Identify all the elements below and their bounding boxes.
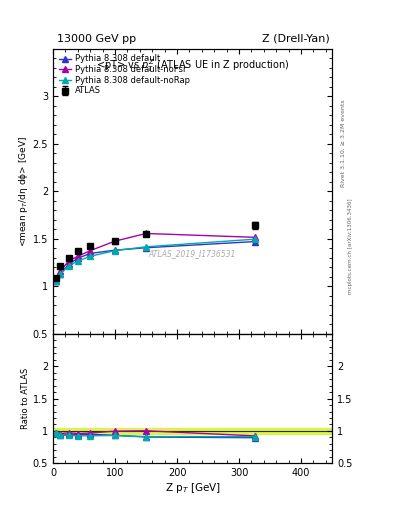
Pythia 8.308 default — [88, 250, 93, 257]
Text: mcplots.cern.ch [arXiv:1306.3436]: mcplots.cern.ch [arXiv:1306.3436] — [348, 198, 353, 293]
Pythia 8.308 default — [252, 239, 257, 245]
Pythia 8.308 default-noRap — [75, 258, 80, 264]
Pythia 8.308 default-noFsr — [54, 278, 59, 284]
Pythia 8.308 default — [75, 255, 80, 261]
Pythia 8.308 default-noFsr — [88, 247, 93, 253]
Pythia 8.308 default — [113, 247, 118, 253]
Pythia 8.308 default — [66, 261, 71, 267]
Pythia 8.308 default — [54, 278, 59, 284]
Pythia 8.308 default-noFsr — [113, 238, 118, 244]
X-axis label: Z p$_T$ [GeV]: Z p$_T$ [GeV] — [165, 481, 220, 495]
Y-axis label: Ratio to ATLAS: Ratio to ATLAS — [21, 368, 30, 429]
Pythia 8.308 default-noRap — [66, 263, 71, 269]
Pythia 8.308 default-noFsr — [58, 268, 63, 274]
Pythia 8.308 default-noFsr — [252, 234, 257, 240]
Bar — [53, 428, 332, 434]
Pythia 8.308 default-noRap — [113, 247, 118, 253]
Pythia 8.308 default-noRap — [58, 271, 63, 277]
Pythia 8.308 default — [58, 271, 63, 277]
Pythia 8.308 default-noRap — [144, 244, 149, 250]
Pythia 8.308 default-noFsr — [75, 253, 80, 260]
Line: Pythia 8.308 default: Pythia 8.308 default — [53, 239, 257, 283]
Y-axis label: <mean p$_T$/dη dϕ> [GeV]: <mean p$_T$/dη dϕ> [GeV] — [17, 136, 30, 247]
Pythia 8.308 default-noRap — [88, 253, 93, 260]
Pythia 8.308 default-noRap — [54, 278, 59, 284]
Text: <pT> vs $p_T^Z$ (ATLAS UE in Z production): <pT> vs $p_T^Z$ (ATLAS UE in Z productio… — [95, 57, 290, 74]
Legend: Pythia 8.308 default, Pythia 8.308 default-noFsr, Pythia 8.308 default-noRap, AT: Pythia 8.308 default, Pythia 8.308 defau… — [57, 53, 191, 97]
Pythia 8.308 default-noFsr — [66, 258, 71, 264]
Pythia 8.308 default-noRap — [252, 236, 257, 242]
Text: Rivet 3.1.10, ≥ 3.2M events: Rivet 3.1.10, ≥ 3.2M events — [341, 99, 346, 187]
Text: 13000 GeV pp: 13000 GeV pp — [57, 33, 136, 44]
Line: Pythia 8.308 default-noFsr: Pythia 8.308 default-noFsr — [53, 231, 257, 283]
Text: ATLAS_2019_I1736531: ATLAS_2019_I1736531 — [149, 249, 236, 259]
Pythia 8.308 default — [144, 245, 149, 251]
Pythia 8.308 default-noFsr — [144, 230, 149, 237]
Line: Pythia 8.308 default-noRap: Pythia 8.308 default-noRap — [53, 237, 257, 283]
Text: Z (Drell-Yan): Z (Drell-Yan) — [263, 33, 330, 44]
